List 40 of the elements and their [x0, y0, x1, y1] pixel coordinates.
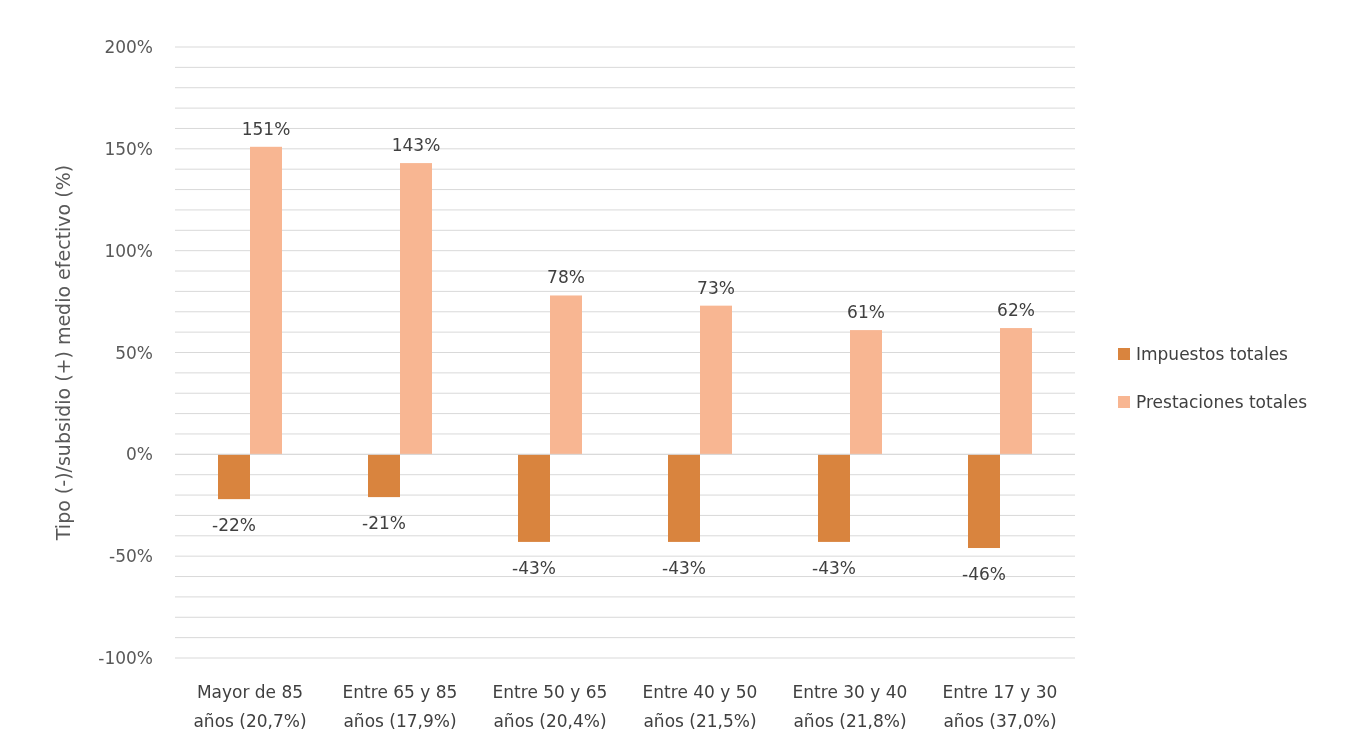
data-label: 78% [547, 267, 585, 288]
legend-label: Impuestos totales [1136, 344, 1289, 364]
y-tick-label: -100% [98, 648, 153, 668]
data-label: 73% [697, 277, 735, 298]
y-tick-label: 50% [115, 342, 153, 363]
bar [400, 163, 432, 455]
y-axis-title: Tipo (-)/subsidio (+) medio efectivo (%) [52, 164, 74, 542]
bar [250, 146, 282, 455]
data-label: 143% [391, 135, 441, 156]
bar [1000, 328, 1032, 455]
legend-label: Prestaciones totales [1136, 392, 1308, 412]
data-label: 62% [997, 300, 1035, 321]
x-tick-label: Entre 65 y 85 años (17,9%) [342, 682, 458, 731]
data-label: -46% [962, 564, 1006, 585]
bar [218, 454, 250, 500]
bar [668, 454, 700, 542]
x-tick-label: Entre 17 y 30 años (37,0%) [942, 682, 1058, 731]
bar [700, 305, 732, 455]
x-tick-label: Entre 30 y 40 años (21,8%) [792, 682, 908, 731]
data-label: 151% [241, 118, 291, 139]
data-label: -21% [362, 513, 406, 534]
y-tick-label: -50% [109, 546, 153, 567]
bar [550, 295, 582, 455]
x-tick-label: Mayor de 85 años (20,7%) [193, 682, 307, 731]
bar [850, 330, 882, 455]
y-tick-label: 150% [104, 138, 153, 159]
data-label: -43% [512, 557, 556, 578]
bar [968, 454, 1000, 549]
x-tick-label: Entre 50 y 65 años (20,4%) [492, 682, 608, 731]
x-tick-label: Entre 40 y 50 años (21,5%) [642, 682, 758, 731]
bar [368, 454, 400, 498]
bar [518, 454, 550, 542]
data-label: 61% [847, 302, 885, 323]
y-tick-label: 0% [126, 444, 153, 465]
data-label: -43% [812, 557, 856, 578]
data-label: -22% [212, 515, 256, 536]
bar [818, 454, 850, 542]
y-tick-label: 200% [104, 37, 153, 57]
y-tick-label: 100% [104, 240, 153, 261]
data-label: -43% [662, 557, 706, 578]
